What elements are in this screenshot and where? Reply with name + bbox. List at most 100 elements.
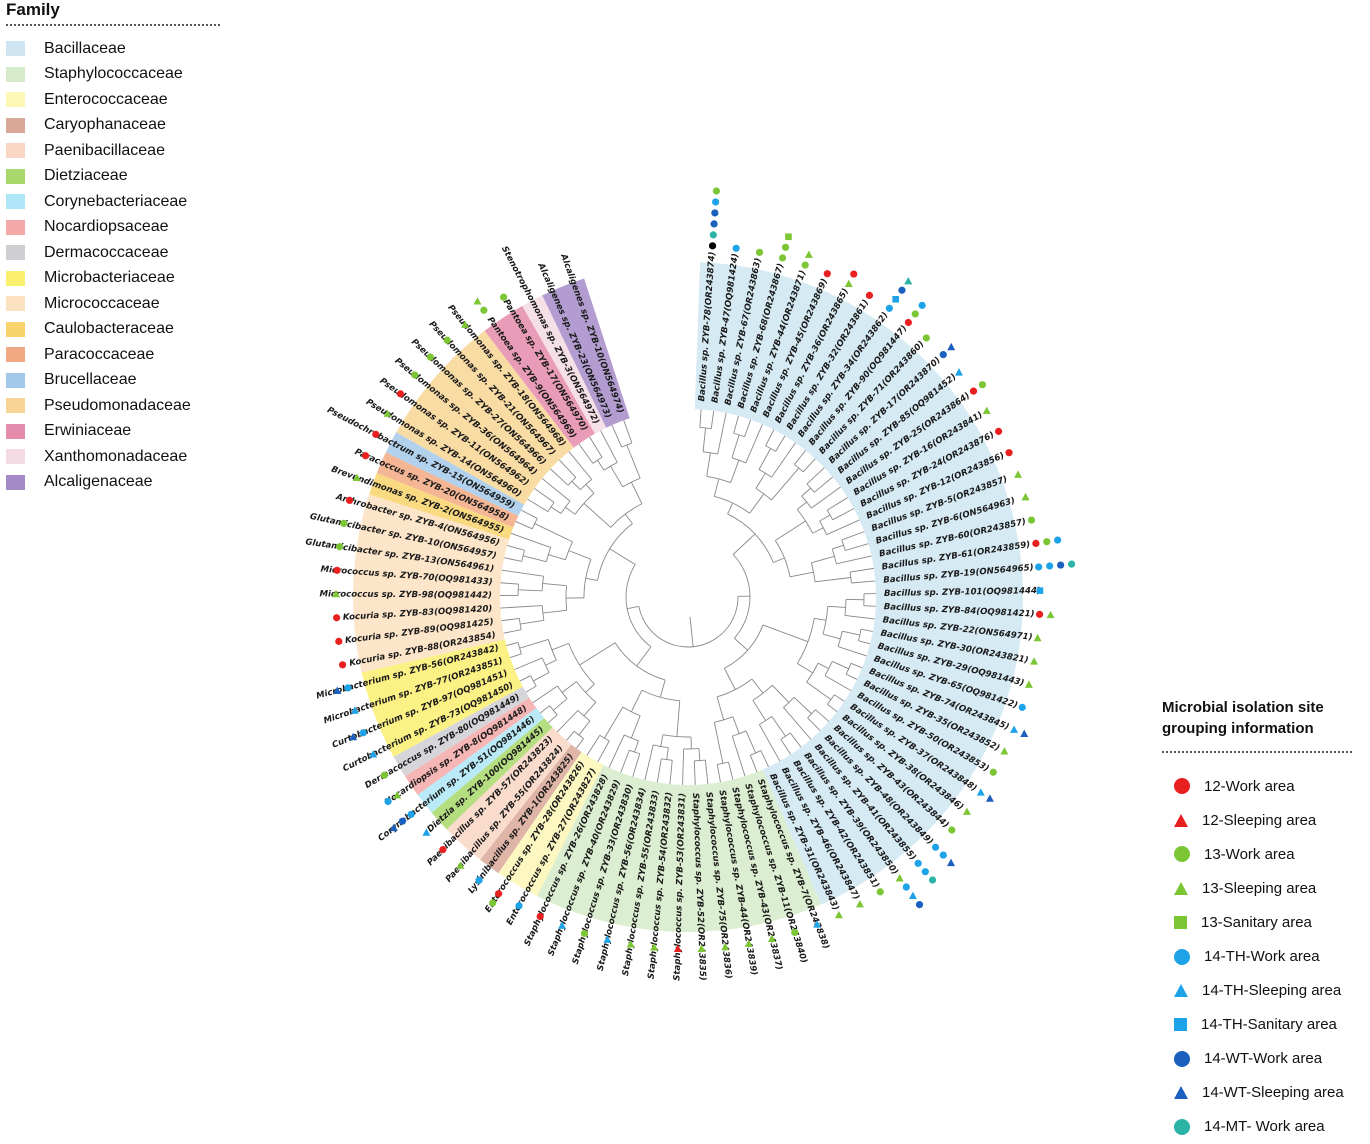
tree-branch (731, 460, 739, 482)
circle-marker (581, 930, 588, 937)
triangle-marker (904, 277, 912, 284)
triangle-marker (909, 892, 917, 899)
tree-branch (511, 533, 551, 547)
tree-branch (683, 749, 684, 785)
triangle-marker (1022, 493, 1030, 500)
site-legend: Microbial isolation site grouping inform… (1162, 697, 1367, 1144)
site-legend-title-line1: Microbial isolation site (1162, 697, 1367, 718)
circle-marker (411, 371, 418, 378)
circle-marker (1028, 516, 1035, 523)
circle-marker (915, 860, 922, 867)
tree-branch (734, 416, 739, 433)
circle-marker (1019, 704, 1026, 711)
tree-branch (670, 760, 672, 784)
tree-branch (808, 718, 821, 731)
tree-branch (559, 460, 575, 478)
tree-branch (506, 642, 518, 645)
tree-branch (535, 524, 573, 542)
circle-marker (802, 261, 809, 268)
triangle-marker-icon (1174, 1086, 1188, 1099)
triangle-marker (947, 343, 955, 350)
circle-marker (709, 242, 716, 249)
site-legend-label: 12-Work area (1204, 778, 1295, 795)
tree-branch (825, 676, 851, 691)
tree-branch (728, 503, 733, 514)
circle-marker (372, 431, 379, 438)
circle-marker (1036, 611, 1043, 618)
tree-branch (790, 572, 814, 577)
circle-marker (898, 287, 905, 294)
tree-branch (717, 697, 724, 720)
tree-branch (551, 507, 561, 514)
triangle-marker (1047, 611, 1055, 618)
circle-marker (979, 381, 986, 388)
tree-branch (515, 658, 543, 670)
triangle-marker (1025, 680, 1033, 687)
tree-branch (705, 760, 708, 784)
tree-branch (569, 551, 591, 560)
tree-branch (510, 654, 521, 658)
tree-branch (699, 749, 700, 761)
circle-marker (344, 684, 351, 691)
circle-marker (824, 270, 831, 277)
site-legend-item: 14-MT- Work area (1162, 1110, 1367, 1144)
circle-marker (886, 305, 893, 312)
tree-branch (657, 759, 661, 783)
circle-marker (713, 187, 720, 194)
tree-branch (753, 700, 766, 720)
tree-branch (802, 488, 811, 496)
tree-branch (550, 469, 568, 485)
tree-branch (624, 420, 632, 443)
circle-marker (877, 888, 884, 895)
tree-branch (579, 444, 593, 464)
tree-branch (557, 710, 578, 732)
tree-branch (610, 549, 636, 565)
circle-marker (537, 913, 544, 920)
tree-branch (631, 482, 642, 504)
circle-marker (1068, 561, 1075, 568)
site-legend-label: 14-TH-Sanitary area (1201, 1016, 1337, 1033)
tree-branch (523, 556, 546, 562)
tree-branch (504, 558, 522, 562)
site-legend-label: 13-Sleeping area (1202, 880, 1316, 897)
tree-branch (772, 685, 789, 702)
tree-branch (520, 639, 549, 648)
circle-marker (336, 543, 343, 550)
circle-marker (495, 890, 502, 897)
circle-marker (362, 452, 369, 459)
circle-marker (710, 231, 717, 238)
site-legend-label: 14-TH-Sleeping area (1202, 982, 1341, 999)
site-legend-item: 12-Sleeping area (1162, 803, 1367, 837)
tree-branch (590, 437, 603, 457)
circle-marker (916, 901, 923, 908)
tree-branch (533, 672, 549, 681)
tree-branch (714, 722, 723, 763)
tree-branch (734, 638, 747, 650)
tree-branch (601, 431, 618, 463)
tree-branch (584, 702, 596, 716)
tree-branch (645, 745, 653, 780)
tree-branch (504, 630, 522, 633)
tree-branch (501, 618, 519, 620)
tree-branch (772, 443, 796, 477)
tree-branch (520, 676, 531, 681)
tree-branch (766, 430, 774, 446)
tree-branch (828, 606, 846, 607)
tree-branch (543, 583, 567, 585)
tree-branch (763, 625, 808, 642)
tree-branch (562, 682, 576, 693)
circle-marker (384, 798, 391, 805)
tree-arc (626, 564, 651, 646)
circle-marker (333, 567, 340, 574)
tree-branch (746, 731, 756, 753)
square-marker-icon (1174, 916, 1187, 929)
circle-marker (340, 520, 347, 527)
circle-marker (480, 307, 487, 314)
tree-root (690, 617, 693, 647)
tree-branch (533, 686, 558, 703)
site-legend-title-line2: grouping information (1162, 718, 1367, 739)
tree-branch (552, 643, 569, 650)
circle-marker (408, 811, 415, 818)
circle-marker (712, 198, 719, 205)
tree-branch (745, 420, 751, 437)
